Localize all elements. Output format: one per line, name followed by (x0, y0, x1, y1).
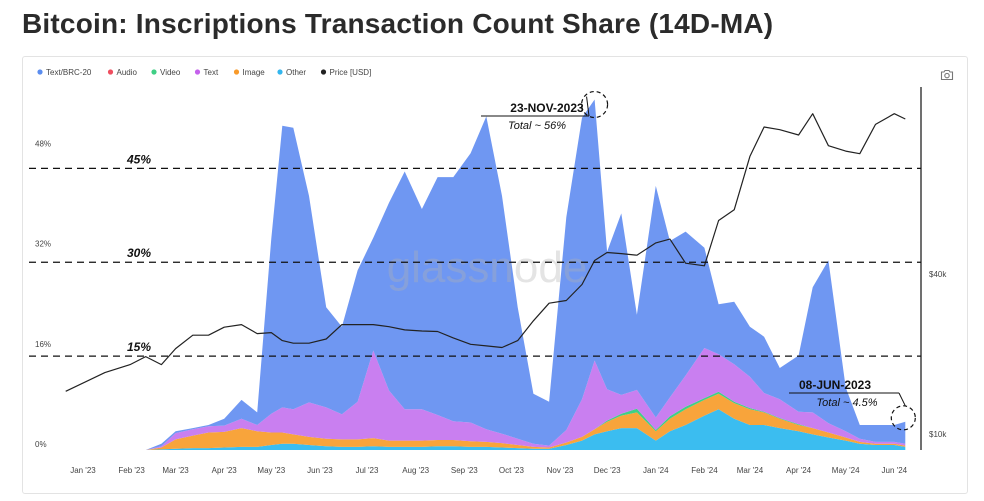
area-text (65, 348, 906, 450)
x-tick-label: Mar '23 (162, 466, 189, 475)
camera-icon[interactable] (940, 69, 954, 81)
x-tick-label: Mar '24 (737, 466, 764, 475)
watermark-logo: glassnode (387, 243, 588, 292)
x-tick-label: Jun '24 (882, 466, 908, 475)
x-tick-label: Sep '23 (451, 466, 478, 475)
legend-label: Text/BRC-20 (46, 68, 92, 77)
x-tick-label: Oct '23 (499, 466, 525, 475)
legend-label: Audio (117, 68, 138, 77)
legend-label: Video (160, 68, 181, 77)
x-tick-label: May '23 (257, 466, 285, 475)
legend-swatch (233, 69, 240, 75)
x-tick-label: Jan '24 (643, 466, 669, 475)
annotation-marker (890, 405, 916, 431)
reference-lines: 45% 30% 15% (29, 152, 921, 357)
legend: Text/BRC-20 Audio Video Text Image Other Price… (37, 68, 371, 77)
annotation-text: Total ~ 56% (508, 120, 566, 132)
area-series (65, 99, 906, 450)
legend-swatch (151, 69, 157, 75)
y-left-tick-label: 16% (35, 340, 51, 349)
annotations: 23-NOV-2023 Total ~ 56% 08-JUN-2023 Total ~… (481, 90, 916, 431)
legend-swatch (320, 69, 327, 75)
chart-panel: Text/BRC-20 Audio Video Text Image Other Price… (22, 56, 968, 494)
area-text-brc-20 (65, 99, 906, 450)
x-tick-label: Apr '24 (786, 466, 812, 475)
legend-swatch (37, 69, 43, 75)
price-line (65, 113, 906, 392)
price-line-path (65, 113, 906, 392)
x-tick-label: Feb '24 (691, 466, 718, 475)
x-tick-label: Nov '23 (547, 466, 574, 475)
legend-swatch (107, 69, 114, 75)
annotation-text: Total ~ 4.5% (816, 397, 877, 409)
x-tick-label: Dec '23 (594, 466, 621, 475)
annotation-marker (580, 90, 609, 119)
annotation-heading: 23-NOV-2023 (510, 101, 584, 115)
page-title: Bitcoin: Inscriptions Transaction Count … (22, 8, 774, 39)
area-other (65, 409, 906, 450)
x-tick-label: Aug '23 (402, 466, 429, 475)
legend-label: Price [USD] (330, 68, 372, 77)
x-tick-label: Feb '23 (118, 466, 145, 475)
annotation-leader (586, 96, 590, 117)
x-tick-label: Jun '23 (307, 466, 333, 475)
axes: 0% 16% 32% 48% $10k $40k Jan '23 Feb '23 Mar '23… (35, 87, 947, 475)
y-right-tick-label: $40k (929, 270, 947, 279)
x-tick-label: Apr '23 (212, 466, 238, 475)
y-left-tick-label: 0% (35, 440, 47, 449)
x-tick-label: Jul '23 (356, 466, 379, 475)
area-image (65, 393, 906, 450)
x-tick-label: May '24 (832, 466, 860, 475)
legend-swatch (194, 69, 201, 75)
y-right-tick-label: $10k (929, 430, 947, 439)
legend-label: Text (204, 68, 219, 77)
chart-canvas[interactable]: Text/BRC-20 Audio Video Text Image Other Price… (23, 57, 967, 493)
legend-swatch (277, 69, 283, 75)
legend-label: Image (243, 68, 266, 77)
legend-label: Other (286, 68, 306, 77)
y-left-tick-label: 32% (35, 240, 51, 249)
x-tick-label: Jan '23 (70, 466, 96, 475)
annotation-leader (898, 392, 906, 407)
reference-label: 45% (126, 152, 151, 166)
annotation-heading: 08-JUN-2023 (799, 378, 871, 392)
reference-label: 30% (127, 246, 151, 260)
y-left-tick-label: 48% (35, 140, 51, 149)
reference-label: 15% (127, 340, 151, 354)
